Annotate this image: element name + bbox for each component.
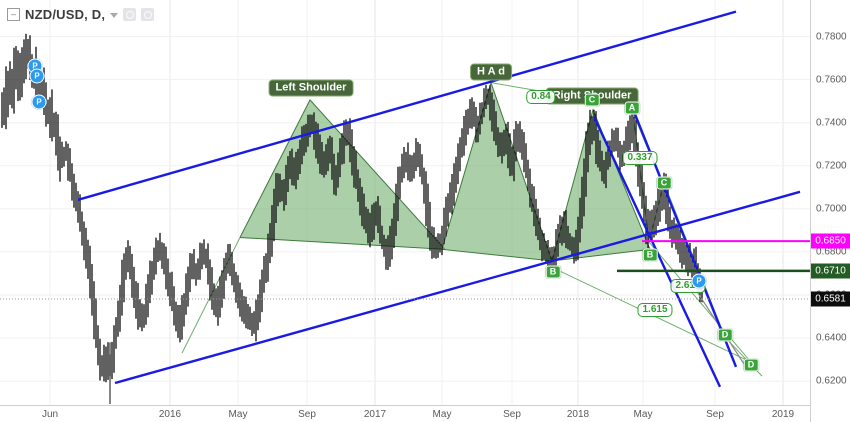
indicator-icon-1[interactable] [123,8,137,21]
y-axis-label-0.7800: 0.7800 [816,31,847,43]
x-axis-label-May-8: May [633,409,653,420]
circle-glyph [143,10,152,19]
y-axis-label-0.6800: 0.6800 [816,246,847,258]
trendline-lower-channel[interactable] [114,190,801,385]
x-axis-label-May-5: May [432,409,452,420]
x-axis-label-Sep-6: Sep [503,409,521,420]
y-axis-label-0.7000: 0.7000 [816,203,847,215]
pattern-head[interactable] [441,81,553,262]
trendline-upper-channel[interactable] [77,10,737,201]
y-axis-label-0.6200: 0.6200 [816,375,847,387]
collapse-icon[interactable]: – [7,8,20,21]
x-axis-label-2016-1: 2016 [158,409,182,420]
candlestick-series[interactable] [1,33,703,383]
price-axis[interactable]: 0.78000.76000.74000.72000.70000.68000.66… [810,0,850,422]
x-axis-label-2019-10: 2019 [771,409,795,420]
x-axis-label-Jun-0: Jun [41,409,59,420]
green-pattern-line-6[interactable] [552,267,752,363]
pattern-right-shoulder[interactable] [551,108,651,262]
circle-glyph [125,10,134,19]
symbol-title[interactable]: NZD/USD, D, [25,7,106,22]
green-pattern-line-7[interactable] [648,241,752,363]
symbol-titlebar: – NZD/USD, D, [7,7,155,22]
chevron-down-icon[interactable] [110,13,119,18]
x-axis-label-2017-4: 2017 [363,409,387,420]
y-axis-label-0.7200: 0.7200 [816,160,847,172]
y-axis-label-0.7600: 0.7600 [816,74,847,86]
x-axis-label-May-2: May [228,409,248,420]
price-badge-0.6581[interactable]: 0.6581 [811,291,850,307]
x-axis-label-Sep-9: Sep [706,409,724,420]
x-axis-label-Sep-3: Sep [298,409,316,420]
price-badge-0.6710[interactable]: 0.6710 [811,263,850,279]
y-axis-label-0.6400: 0.6400 [816,332,847,344]
y-axis-label-0.7400: 0.7400 [816,117,847,129]
time-axis[interactable]: Jun 2016 May Sep 2017 May Sep 2018 May Sep 2019 [0,405,850,422]
indicator-icon-2[interactable] [141,8,155,21]
price-badge-0.6850[interactable]: 0.6850 [811,233,850,249]
x-axis-label-2018-7: 2018 [566,409,590,420]
green-pattern-line-1[interactable] [490,82,593,101]
